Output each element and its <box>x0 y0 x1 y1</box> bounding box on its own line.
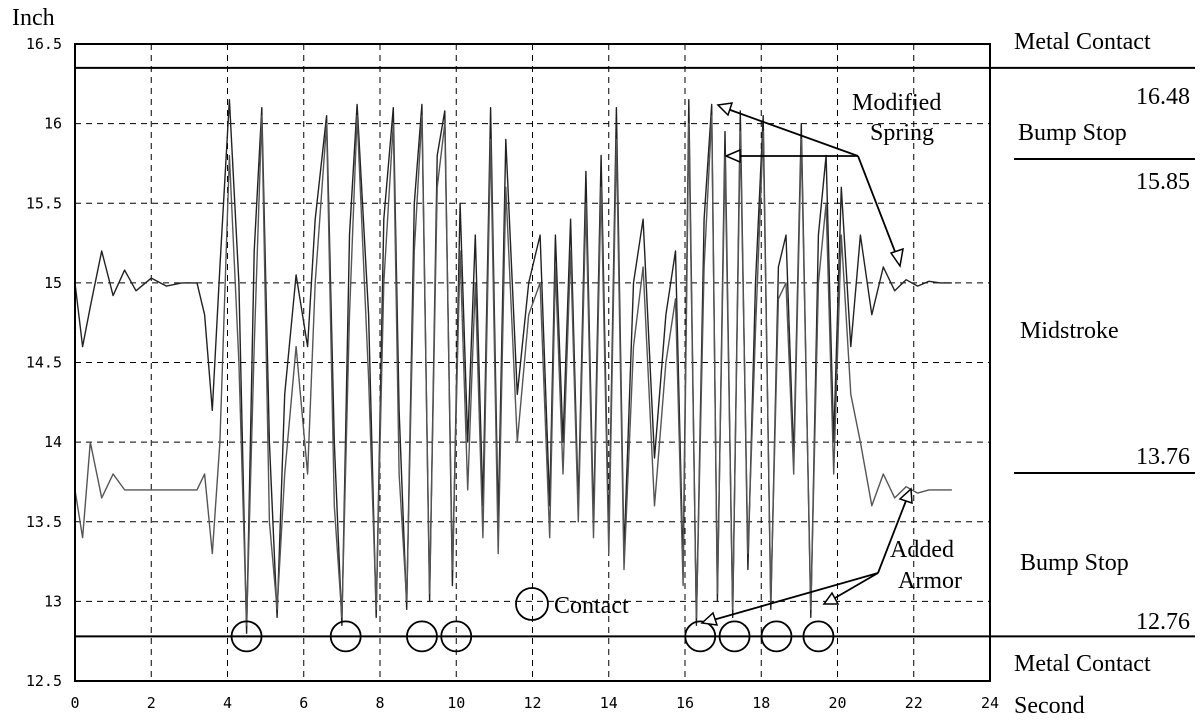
zone-value-13-76: 13.76 <box>1136 444 1190 470</box>
contact-marker <box>760 620 793 653</box>
x-tick-label: 14 <box>600 694 618 712</box>
y-tick-label: 15.5 <box>26 194 62 212</box>
arrow-added-2 <box>705 572 879 623</box>
arrow-added-1 <box>877 492 910 574</box>
arrow-added-2-head <box>700 611 719 626</box>
contact-marker <box>230 620 263 653</box>
plot-frame <box>74 43 991 682</box>
x-tick-label: 12 <box>523 694 541 712</box>
arrow-added-1-head <box>898 487 913 505</box>
zone-labels: Metal Contact 16.48 Bump Stop 15.85 Mids… <box>1014 29 1195 677</box>
zone-metal-contact-bottom: Metal Contact <box>1014 651 1151 677</box>
x-tick-label: 20 <box>828 694 846 712</box>
series-line-2 <box>74 114 952 626</box>
zone-value-16-48: 16.48 <box>1136 84 1190 110</box>
contact-markers <box>230 620 835 653</box>
y-axis-title: Inch <box>12 5 55 31</box>
zone-value-15-85: 15.85 <box>1136 169 1190 195</box>
x-tick-label: 0 <box>70 694 79 712</box>
arrow-modified-1-head <box>716 102 734 117</box>
contact-marker <box>802 620 835 653</box>
x-tick-label: 8 <box>375 694 384 712</box>
series-layer <box>74 98 952 634</box>
arrow-modified-3 <box>857 155 900 263</box>
y-tick-label: 12.5 <box>26 672 62 690</box>
contact-marker <box>329 620 362 653</box>
x-tick-label: 6 <box>299 694 308 712</box>
contact-legend-circle <box>515 587 549 621</box>
annotation-modified: Modified <box>852 90 941 116</box>
x-tick-label: 2 <box>147 694 156 712</box>
contact-marker <box>684 620 717 653</box>
annotation-added-armor: Added Armor <box>700 487 962 626</box>
y-tick-label: 13.5 <box>26 513 62 531</box>
contact-marker <box>440 620 473 653</box>
y-tick-label: 16 <box>44 115 62 133</box>
contact-marker <box>718 620 751 653</box>
contact-legend-label: Contact <box>554 593 629 619</box>
grid <box>75 44 990 681</box>
x-tick-label: 18 <box>752 694 770 712</box>
annotation-spring: Spring <box>870 120 934 146</box>
arrow-modified-1 <box>721 106 859 157</box>
zone-value-12-76: 12.76 <box>1136 609 1190 635</box>
zone-metal-contact-top: Metal Contact <box>1014 29 1151 55</box>
x-tick-label: 24 <box>981 694 999 712</box>
zone-bump-stop-bottom: Bump Stop <box>1020 550 1129 576</box>
x-axis-title: Second <box>1014 693 1085 719</box>
x-tick-label: 22 <box>905 694 923 712</box>
arrow-modified-2-head <box>724 148 741 164</box>
contact-legend: Contact <box>515 587 629 621</box>
zone-bump-stop-top: Bump Stop <box>1018 120 1127 146</box>
y-tick-label: 14.5 <box>26 354 62 372</box>
x-tick-label: 4 <box>223 694 232 712</box>
y-tick-label: 16.5 <box>26 35 62 53</box>
annotation-armor: Armor <box>898 568 962 594</box>
series-line-1 <box>74 98 952 634</box>
annotation-modified-spring: Modified Spring <box>716 90 941 268</box>
zone-midstroke: Midstroke <box>1020 318 1119 344</box>
y-tick-label: 14 <box>44 433 62 451</box>
y-tick-label: 13 <box>44 592 62 610</box>
x-tick-label: 16 <box>676 694 694 712</box>
arrow-modified-3-head <box>889 247 904 268</box>
arrow-added-3-head <box>822 591 840 605</box>
y-tick-label: 15 <box>44 274 62 292</box>
annotation-added: Added <box>890 537 954 563</box>
x-tick-label: 10 <box>447 694 465 712</box>
contact-marker <box>406 620 438 653</box>
tick-labels: 0 2 4 6 8 10 12 14 16 18 20 22 2412.51313.51414.5151… <box>26 35 999 712</box>
arrow-added-3 <box>827 572 879 603</box>
